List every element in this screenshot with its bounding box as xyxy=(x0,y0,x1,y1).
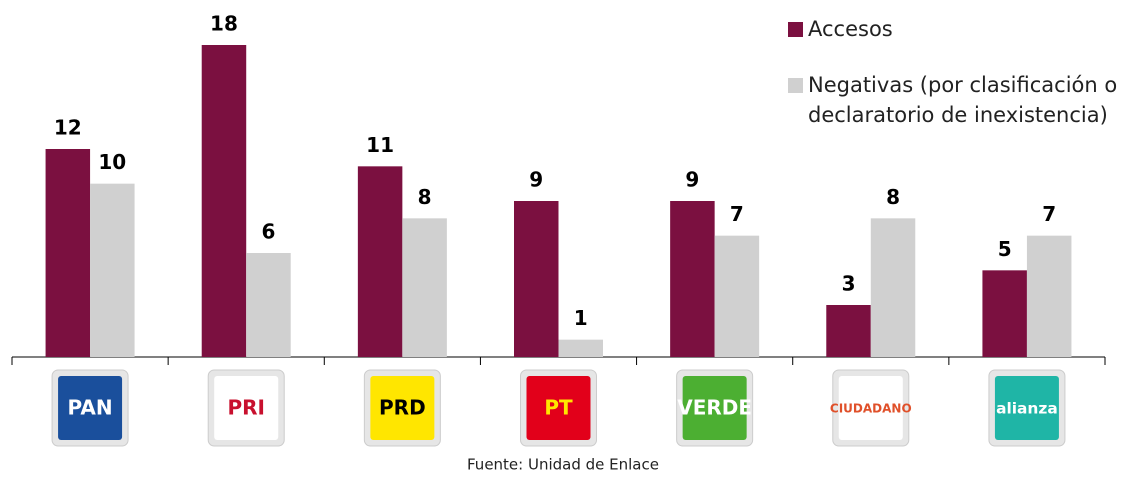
legend-label: Negativas (por clasificación o declarato… xyxy=(808,73,1118,127)
value-label: 12 xyxy=(54,116,82,140)
logo xyxy=(682,376,747,440)
bar xyxy=(201,45,247,357)
value-label: 8 xyxy=(418,185,432,209)
value-label: 3 xyxy=(842,272,856,296)
value-label: 7 xyxy=(730,202,744,226)
value-label: 10 xyxy=(98,150,126,174)
value-label: 5 xyxy=(998,237,1012,261)
x-tick-label: PT xyxy=(544,396,573,420)
bar xyxy=(246,253,291,357)
legend-item: Accesos xyxy=(788,14,1123,44)
x-tick-label: VERDE xyxy=(677,396,752,420)
source: Fuente: Unidad de Enlace xyxy=(467,456,659,474)
bar xyxy=(826,305,871,357)
bar xyxy=(558,339,603,357)
logo xyxy=(214,376,279,440)
bar xyxy=(714,235,760,357)
bar xyxy=(90,183,135,357)
logo xyxy=(526,376,591,440)
logo xyxy=(58,376,123,440)
logo xyxy=(370,376,435,440)
legend-swatch xyxy=(788,78,803,93)
value-label: 1 xyxy=(574,306,588,330)
x-tick-label: PRI xyxy=(227,396,265,420)
x-tick-label: alianza xyxy=(996,400,1058,418)
legend-label: Accesos xyxy=(808,17,893,41)
value-label: 9 xyxy=(685,168,699,192)
value-label: 7 xyxy=(1042,202,1056,226)
x-tick-label: PAN xyxy=(68,396,113,420)
legend: Accesos Negativas (por clasificación o de… xyxy=(788,14,1123,156)
bar xyxy=(402,218,447,357)
value-label: 6 xyxy=(262,220,276,244)
value-label: 8 xyxy=(886,185,900,209)
bar xyxy=(357,166,403,357)
x-tick-label: CIUDADANO xyxy=(830,402,912,416)
bar xyxy=(45,149,91,357)
logo xyxy=(838,376,903,440)
value-label: 18 xyxy=(210,12,238,36)
legend-item: Negativas (por clasificación o declarato… xyxy=(788,70,1123,130)
value-label: 9 xyxy=(529,168,543,192)
bar xyxy=(1026,235,1072,357)
x-tick-label: PRD xyxy=(379,396,426,420)
bar xyxy=(982,270,1027,357)
bar xyxy=(670,201,715,357)
bar xyxy=(870,218,916,357)
value-label: 11 xyxy=(366,133,394,157)
bar xyxy=(514,201,559,357)
legend-swatch xyxy=(788,22,803,37)
logo xyxy=(994,376,1059,440)
